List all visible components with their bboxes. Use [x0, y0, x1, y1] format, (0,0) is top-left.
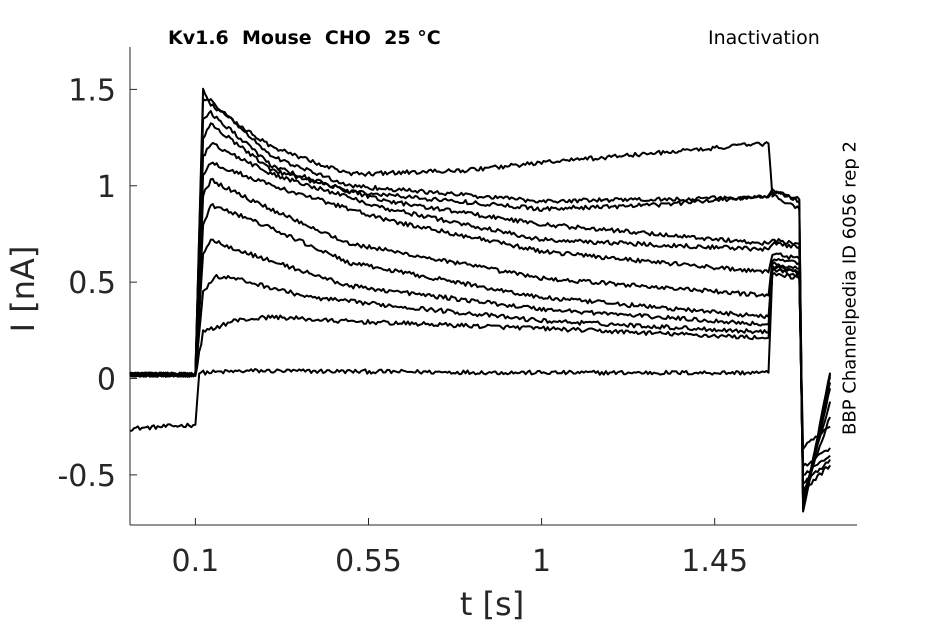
x-tick-label: 1: [532, 544, 551, 579]
x-axis-label: t [s]: [460, 585, 524, 623]
current-trace-10: [129, 110, 832, 508]
current-trace-1: [129, 268, 831, 451]
y-tick-label: 1: [97, 170, 116, 205]
y-tick-label: -0.5: [57, 459, 116, 494]
current-trace-6: [129, 177, 831, 494]
current-trace-12: [129, 87, 832, 513]
plot-axes: [129, 47, 857, 526]
current-trace-9: [129, 122, 832, 507]
y-tick-label: 0.5: [68, 266, 116, 301]
source-label: BBP Channelpedia ID 6056 rep 2: [839, 141, 861, 435]
chart-title: Kv1.6 Mouse CHO 25 °C: [168, 27, 441, 49]
y-tick-label: 0: [97, 363, 116, 398]
current-trace-4: [129, 238, 831, 485]
current-trace-3: [129, 272, 831, 476]
current-trace-2: [129, 265, 831, 468]
ticks-group: 0.1 0.55 1 1.45 -0.5 0 0.5 1 1.5: [57, 73, 748, 579]
x-tick-label: 0.55: [335, 544, 402, 579]
current-trace-11: [129, 98, 832, 510]
current-trace-7: [129, 161, 832, 500]
y-axis-label: I [nA]: [4, 246, 42, 333]
x-tick-label: 1.45: [681, 544, 748, 579]
y-tick-label: 1.5: [68, 73, 116, 108]
protocol-label: Inactivation: [708, 27, 820, 49]
traces-group: [129, 87, 832, 513]
current-trace-5: [129, 203, 831, 490]
x-tick-label: 0.1: [172, 544, 220, 579]
current-trace-8: [129, 141, 832, 502]
